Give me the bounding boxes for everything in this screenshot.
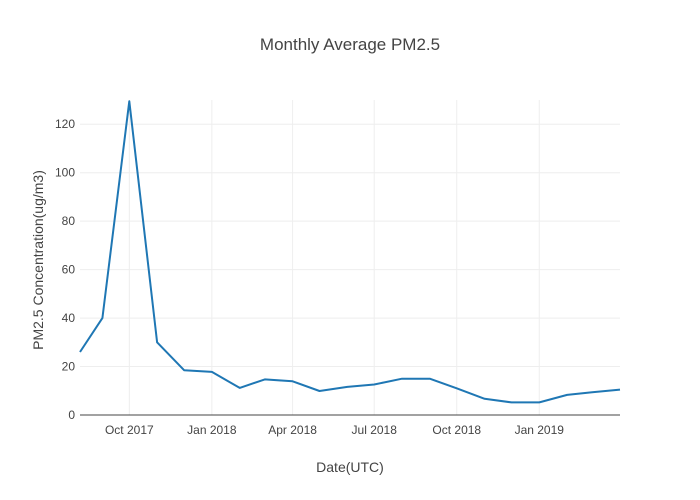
chart-title: Monthly Average PM2.5 [260,35,440,54]
y-tick-label: 120 [55,117,75,131]
x-tick-label: Oct 2017 [105,423,154,437]
x-tick-label: Jan 2019 [515,423,565,437]
y-axis-ticks: 0 20 40 60 80 100 120 [55,117,75,422]
x-tick-label: Oct 2018 [432,423,481,437]
y-tick-label: 80 [62,214,76,228]
y-tick-label: 100 [55,166,75,180]
x-tick-label: Jul 2018 [352,423,398,437]
x-axis-ticks: Oct 2017 Jan 2018 Apr 2018 Jul 2018 Oct 2018… [105,423,564,437]
y-tick-label: 60 [62,263,76,277]
x-tick-label: Jan 2018 [187,423,237,437]
x-axis-title: Date(UTC) [316,459,384,475]
y-tick-label: 40 [62,311,76,325]
y-axis-title: PM2.5 Concentration(ug/m3) [30,170,46,350]
y-tick-label: 20 [62,360,76,374]
x-tick-label: Apr 2018 [268,423,317,437]
pm25-series-line [79,100,621,404]
gridlines [80,100,620,415]
series-layer [79,100,621,404]
y-tick-label: 0 [68,408,75,422]
